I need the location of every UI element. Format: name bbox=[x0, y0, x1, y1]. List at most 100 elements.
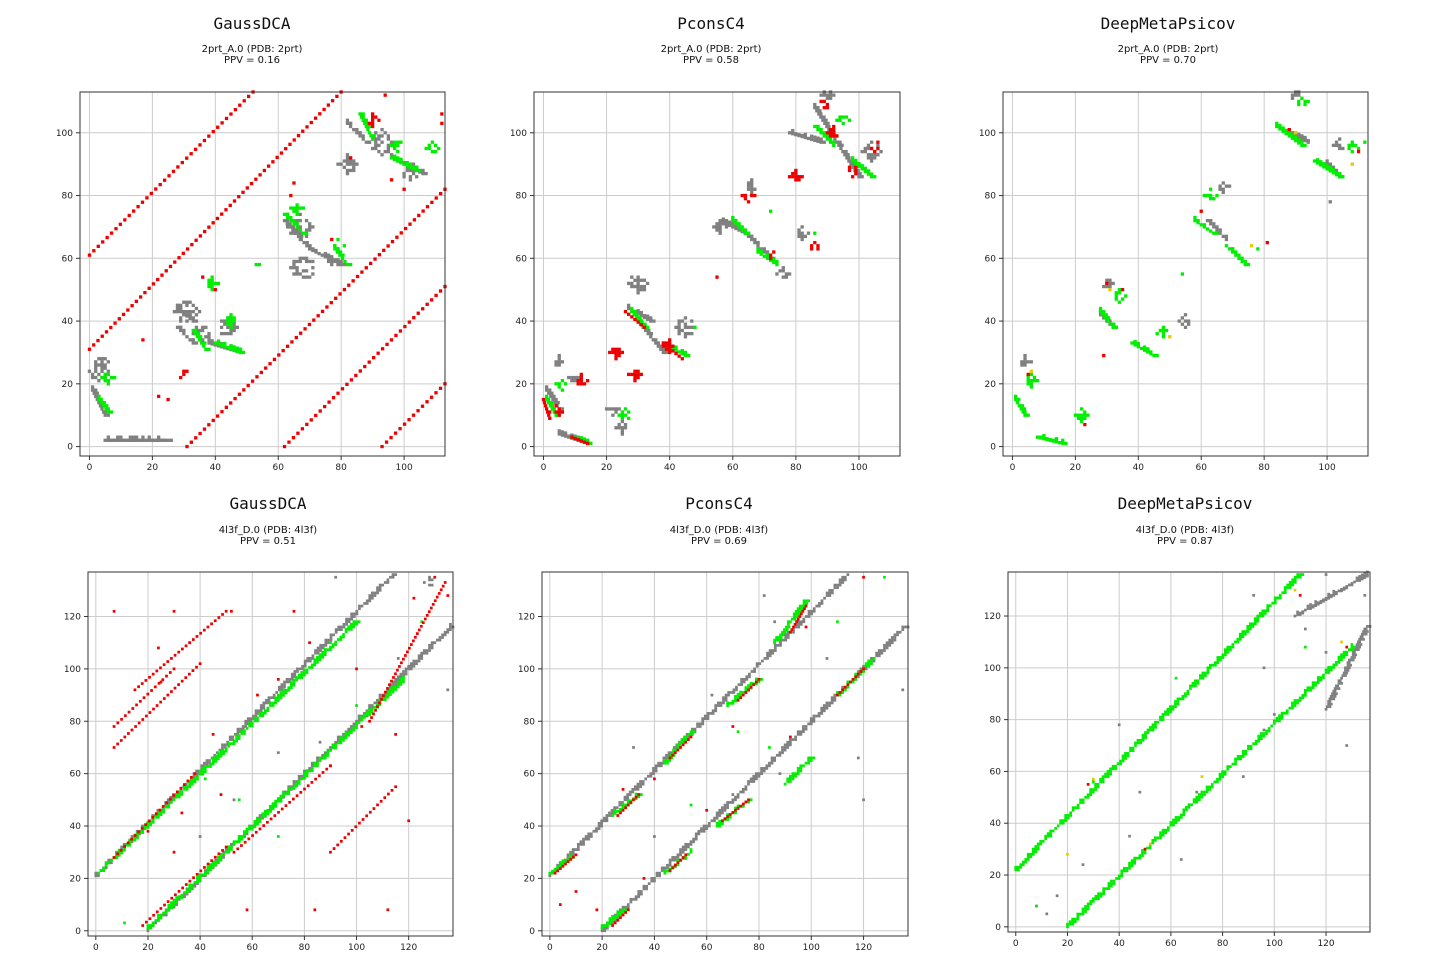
false-positive-contact bbox=[851, 175, 855, 179]
native-contact bbox=[1332, 592, 1336, 596]
true-positive-contact bbox=[334, 640, 338, 644]
false-positive-contact bbox=[146, 829, 150, 833]
false-positive-contact bbox=[809, 244, 814, 248]
native-contact bbox=[652, 767, 655, 770]
native-contact bbox=[109, 438, 114, 442]
false-positive-contact bbox=[321, 771, 325, 774]
true-positive-contact bbox=[1019, 863, 1023, 867]
native-contact bbox=[830, 591, 834, 595]
false-positive-contact bbox=[174, 893, 177, 897]
true-positive-contact bbox=[783, 782, 787, 786]
true-positive-contact bbox=[1202, 225, 1207, 229]
native-contact-series bbox=[1035, 570, 1372, 916]
true-positive-contact bbox=[340, 256, 345, 260]
true-positive-contact bbox=[112, 375, 117, 380]
native-contact bbox=[740, 683, 744, 686]
native-contact bbox=[1358, 645, 1362, 649]
true-positive-contact bbox=[1209, 666, 1212, 670]
false-positive-contact bbox=[792, 625, 795, 629]
true-positive-contact bbox=[1079, 912, 1082, 916]
native-contact bbox=[1023, 353, 1027, 358]
native-contact bbox=[1355, 579, 1359, 582]
native-contact bbox=[280, 685, 284, 689]
native-contact bbox=[368, 594, 372, 597]
native-contact bbox=[232, 328, 236, 333]
native-contact bbox=[642, 315, 647, 320]
y-tick-label: 60 bbox=[524, 770, 536, 780]
false-positive-contact bbox=[173, 260, 177, 264]
true-positive-contact bbox=[637, 316, 642, 320]
native-contact bbox=[1324, 598, 1328, 602]
true-positive-contact bbox=[1041, 839, 1045, 843]
false-positive-contact bbox=[413, 635, 417, 639]
true-positive-contact bbox=[663, 871, 667, 875]
true-positive-contact bbox=[172, 903, 176, 907]
native-contact bbox=[768, 651, 772, 655]
true-positive-contact bbox=[1283, 586, 1287, 589]
true-positive-contact bbox=[292, 219, 296, 223]
native-contact bbox=[428, 578, 431, 582]
native-contact bbox=[689, 842, 693, 846]
native-contact bbox=[131, 438, 136, 442]
false-positive-contact bbox=[825, 102, 830, 107]
true-positive-contact bbox=[630, 309, 634, 314]
true-positive-contact bbox=[739, 690, 743, 694]
true-positive-contact bbox=[600, 926, 604, 930]
native-contact bbox=[706, 717, 710, 721]
native-contact bbox=[1303, 627, 1307, 631]
true-positive-contact bbox=[1144, 733, 1147, 737]
true-positive-contact bbox=[372, 134, 376, 138]
native-contact bbox=[779, 641, 782, 645]
native-contact bbox=[175, 310, 180, 314]
true-positive-contact bbox=[437, 146, 441, 151]
false-positive-contact bbox=[181, 647, 184, 651]
native-contact bbox=[198, 835, 202, 838]
native-contact bbox=[386, 581, 390, 584]
native-contact bbox=[305, 244, 309, 248]
native-contact bbox=[342, 159, 346, 163]
native-contact bbox=[728, 801, 732, 804]
native-contact bbox=[756, 240, 760, 245]
true-positive-contact bbox=[120, 851, 124, 855]
native-contact bbox=[352, 165, 356, 169]
native-contact bbox=[787, 131, 792, 135]
native-contact bbox=[741, 787, 745, 791]
true-positive-contact bbox=[1134, 744, 1137, 747]
true-positive-contact bbox=[1186, 689, 1190, 693]
true-positive-contact bbox=[1182, 808, 1186, 812]
native-contact bbox=[259, 706, 263, 710]
true-positive-contact bbox=[188, 782, 192, 786]
true-positive-contact bbox=[232, 345, 236, 349]
true-positive-contact bbox=[841, 115, 845, 119]
true-positive-contact bbox=[117, 848, 121, 852]
y-tick-label: 60 bbox=[70, 770, 82, 780]
false-positive-contact bbox=[637, 793, 641, 796]
false-positive-contact bbox=[394, 732, 398, 736]
native-contact bbox=[824, 118, 828, 122]
true-positive-contact bbox=[287, 789, 291, 793]
native-contact bbox=[293, 670, 297, 673]
true-positive-contact bbox=[289, 787, 293, 790]
native-contact bbox=[724, 225, 729, 229]
native-contact bbox=[1117, 723, 1121, 727]
native-contact bbox=[1325, 705, 1329, 709]
true-positive-contact bbox=[321, 655, 325, 659]
true-positive-contact bbox=[232, 319, 236, 323]
false-positive-contact bbox=[423, 617, 427, 621]
false-positive-contact bbox=[613, 921, 617, 925]
ppv-label: PPV = 0.87 bbox=[1157, 536, 1213, 547]
true-positive-contact bbox=[639, 793, 643, 796]
false-positive-contact bbox=[219, 793, 223, 796]
true-positive-contact bbox=[271, 704, 275, 707]
false-positive-contact bbox=[247, 837, 251, 841]
true-positive-contact bbox=[1309, 686, 1312, 690]
native-contact bbox=[836, 586, 839, 590]
false-positive-contact bbox=[841, 688, 845, 692]
false-positive-contact bbox=[121, 312, 126, 317]
native-contact bbox=[781, 266, 785, 270]
true-positive-contact bbox=[854, 161, 858, 166]
false-positive-contact bbox=[165, 801, 169, 805]
true-positive-contact bbox=[1179, 697, 1182, 701]
native-contact bbox=[282, 219, 287, 223]
true-positive-contact bbox=[297, 782, 301, 785]
